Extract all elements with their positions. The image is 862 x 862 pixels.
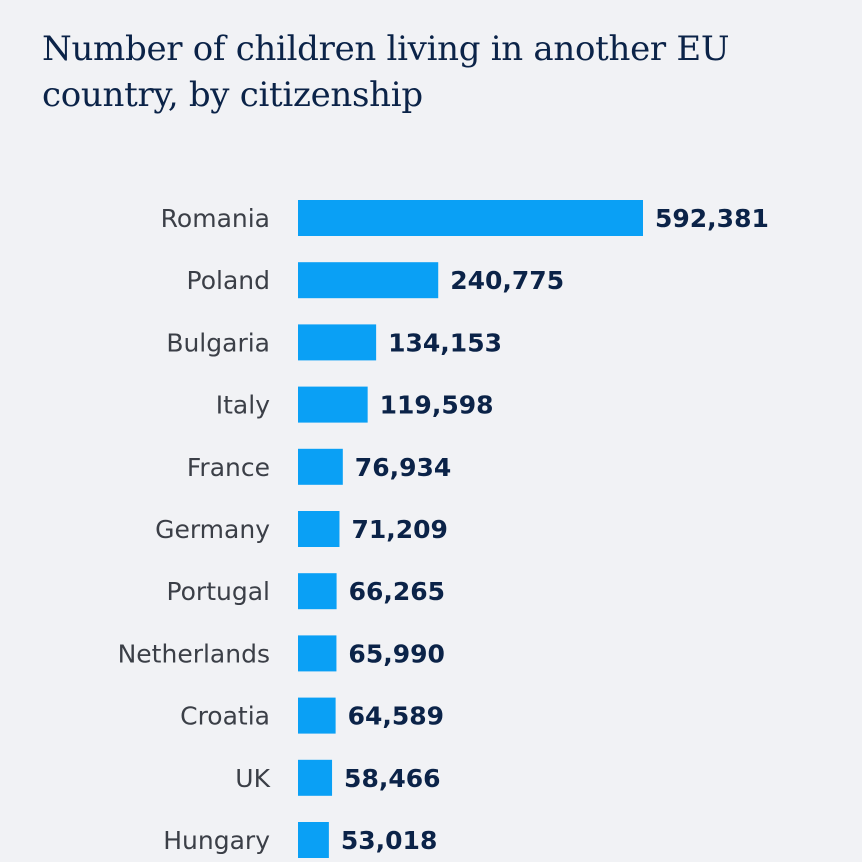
value-label: 119,598	[380, 391, 494, 420]
category-label: Poland	[187, 266, 270, 295]
chart-title: Number of children living in another EU …	[42, 29, 730, 115]
value-label: 76,934	[355, 453, 451, 482]
bar	[298, 573, 337, 610]
category-label: Portugal	[166, 577, 270, 606]
bar	[298, 448, 343, 485]
value-label: 65,990	[348, 639, 444, 668]
category-label: Italy	[216, 391, 270, 420]
category-label: UK	[235, 764, 270, 793]
value-label: 53,018	[341, 826, 437, 855]
value-label: 64,589	[348, 702, 444, 731]
category-label: Netherlands	[118, 639, 270, 668]
value-label: 58,466	[344, 764, 440, 793]
bar	[298, 759, 333, 796]
category-label: Croatia	[180, 702, 270, 731]
value-label: 71,209	[351, 515, 447, 544]
category-label: Germany	[155, 515, 270, 544]
bar	[298, 511, 340, 547]
bar	[298, 324, 377, 361]
category-label: France	[187, 453, 270, 482]
category-label: Bulgaria	[166, 328, 270, 357]
category-label: Romania	[161, 204, 270, 233]
value-label: 66,265	[349, 577, 445, 606]
bar	[298, 262, 439, 299]
category-label: Hungary	[163, 826, 270, 855]
bar	[298, 635, 337, 672]
value-label: 592,381	[655, 204, 769, 233]
bar	[298, 386, 368, 423]
value-label: 240,775	[450, 266, 564, 295]
bar	[298, 822, 329, 858]
value-label: 134,153	[388, 328, 502, 357]
bar	[298, 200, 643, 236]
bar	[298, 697, 336, 734]
